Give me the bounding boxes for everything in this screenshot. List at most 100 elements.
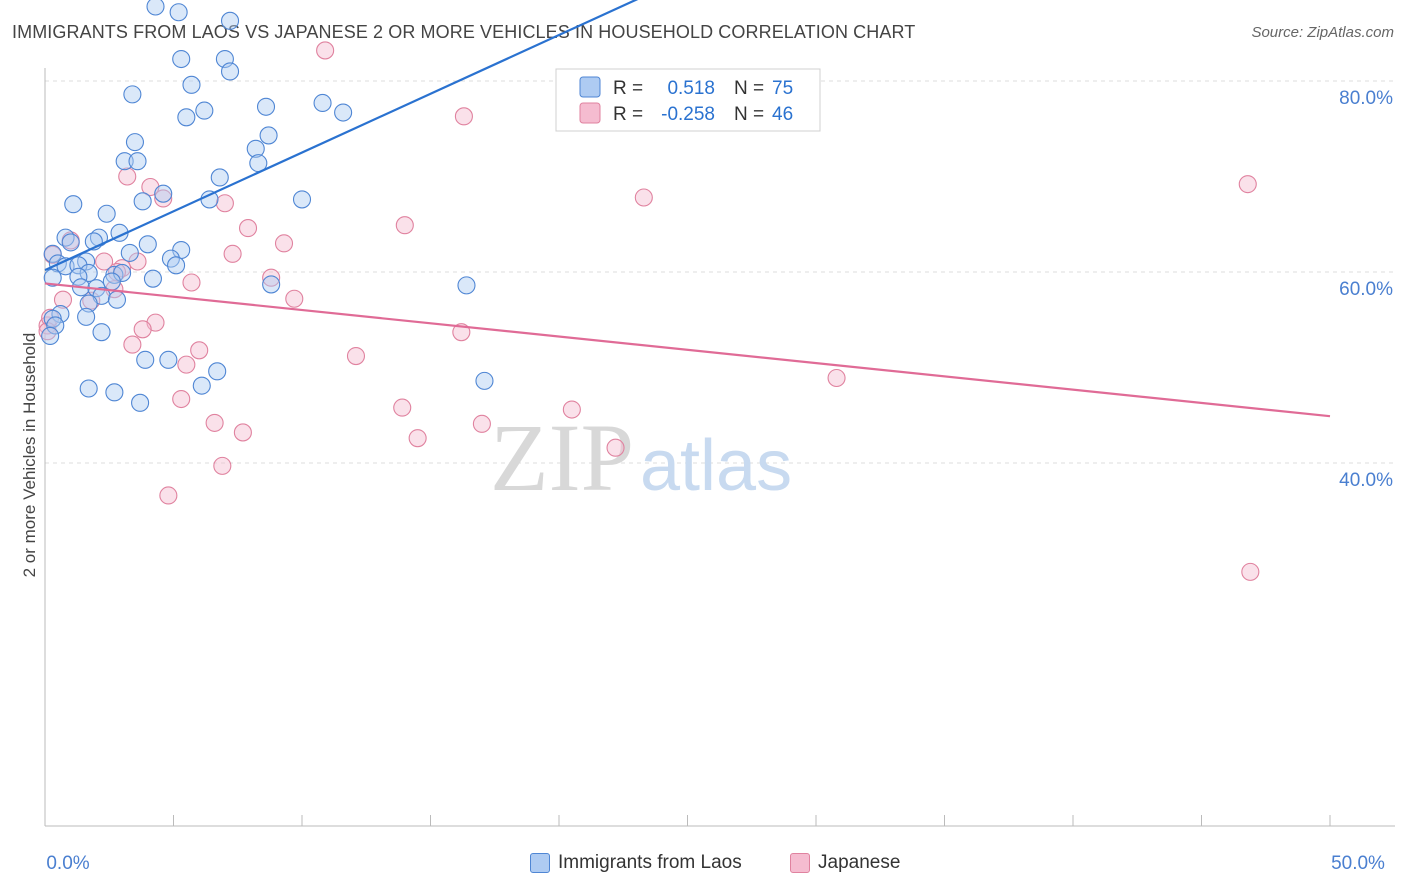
laos-point — [169, 3, 188, 22]
laos-point — [246, 139, 265, 158]
legend-r-label-1: R = — [613, 78, 643, 99]
laos-trend-line — [44, 0, 639, 272]
laos-point — [292, 190, 312, 209]
watermark: ZIP atlas — [490, 404, 792, 511]
laos-point — [208, 362, 227, 381]
laos-point — [115, 152, 134, 171]
laos-point — [143, 269, 162, 288]
legend-n-value-2: 46 — [772, 104, 793, 125]
laos-point — [220, 11, 240, 30]
japanese-point — [182, 273, 201, 292]
laos-point — [146, 0, 165, 16]
legend-item-japanese: Japanese — [790, 852, 900, 874]
japanese-point — [223, 244, 242, 263]
japanese-point — [154, 189, 173, 208]
laos-point — [172, 49, 191, 69]
legend-r-value-2: -0.258 — [661, 104, 715, 125]
legend-swatch-japanese — [579, 102, 601, 124]
axes — [44, 68, 1395, 827]
japanese-point — [177, 355, 196, 374]
japanese-point — [107, 262, 127, 282]
laos-point — [192, 376, 211, 395]
japanese-point — [1238, 175, 1257, 194]
japanese-point — [262, 268, 281, 287]
japanese-point — [133, 320, 152, 339]
legend-label-laos: Immigrants from Laos — [558, 852, 742, 873]
laos-point — [313, 93, 332, 113]
legend-top: R = 0.518 N = 75 R = -0.258 N = 46 — [555, 68, 821, 132]
laos-point — [97, 204, 116, 223]
japanese-point — [213, 456, 232, 475]
japanese-point — [233, 423, 252, 442]
laos-point — [136, 350, 155, 369]
laos-point — [43, 268, 62, 287]
japanese-point — [827, 368, 846, 388]
legend-swatch-laos-bottom — [530, 853, 550, 873]
japanese-point — [215, 194, 234, 213]
japanese-point — [472, 414, 491, 433]
japanese-point — [190, 341, 209, 360]
y-tick-label: 60.0% — [1339, 279, 1393, 300]
laos-point — [154, 184, 173, 203]
laos-point — [46, 316, 65, 335]
japanese-point — [316, 41, 335, 60]
japanese-point — [172, 389, 191, 409]
laos-point — [120, 243, 139, 262]
laos-point — [475, 371, 494, 390]
legend-r-value-1: 0.518 — [667, 78, 715, 99]
legend-n-label-2: N = — [734, 104, 764, 125]
laos-point — [259, 126, 278, 145]
laos-points — [41, 0, 494, 412]
y-tick-label: 40.0% — [1339, 470, 1393, 491]
laos-point — [79, 294, 98, 313]
watermark-atlas: atlas — [640, 426, 792, 506]
japanese-point — [393, 398, 412, 417]
y-tick-labels: 40.0%60.0%80.0%100.0% — [1339, 88, 1393, 491]
laos-point — [200, 190, 219, 209]
laos-point — [256, 97, 276, 116]
chart-title: IMMIGRANTS FROM LAOS VS JAPANESE 2 OR MO… — [12, 22, 916, 42]
laos-point — [43, 244, 62, 263]
laos-point — [334, 103, 353, 122]
laos-point — [123, 85, 142, 104]
laos-point — [92, 323, 111, 342]
laos-point — [125, 133, 144, 152]
laos-point — [128, 152, 147, 171]
laos-point — [195, 101, 214, 120]
japanese-point — [95, 252, 114, 271]
laos-point — [41, 326, 60, 346]
legend-swatch-japanese-bottom — [790, 853, 810, 873]
laos-point — [167, 256, 186, 275]
x-tick-labels: 0.0% 50.0% — [46, 853, 1385, 874]
japanese-point — [395, 216, 414, 235]
japanese-point — [53, 290, 73, 309]
japanese-point — [454, 107, 473, 126]
laos-point — [138, 235, 157, 254]
trend-lines — [44, 0, 1331, 418]
japanese-point — [205, 413, 224, 432]
laos-point — [79, 263, 98, 283]
legend-item-laos: Immigrants from Laos — [530, 852, 742, 874]
laos-point — [107, 290, 127, 309]
laos-point — [457, 276, 476, 295]
legend-label-japanese: Japanese — [818, 852, 901, 873]
japanese-point — [1241, 562, 1260, 581]
japanese-point — [159, 486, 178, 505]
laos-point — [102, 272, 121, 291]
laos-point — [61, 233, 80, 252]
japanese-points — [38, 41, 1260, 581]
laos-point — [159, 350, 178, 369]
x-tick-label: 50.0% — [1331, 853, 1385, 874]
legend-n-value-1: 75 — [772, 78, 793, 99]
laos-point — [105, 383, 124, 402]
laos-point — [69, 267, 88, 286]
laos-point — [182, 75, 201, 94]
legend-n-label-1: N = — [734, 78, 764, 99]
laos-point — [64, 195, 83, 214]
japanese-point — [634, 188, 653, 207]
japanese-point — [238, 219, 258, 238]
japanese-point — [408, 429, 427, 448]
japanese-trend-line — [44, 282, 1331, 418]
watermark-zip: ZIP — [490, 404, 634, 511]
